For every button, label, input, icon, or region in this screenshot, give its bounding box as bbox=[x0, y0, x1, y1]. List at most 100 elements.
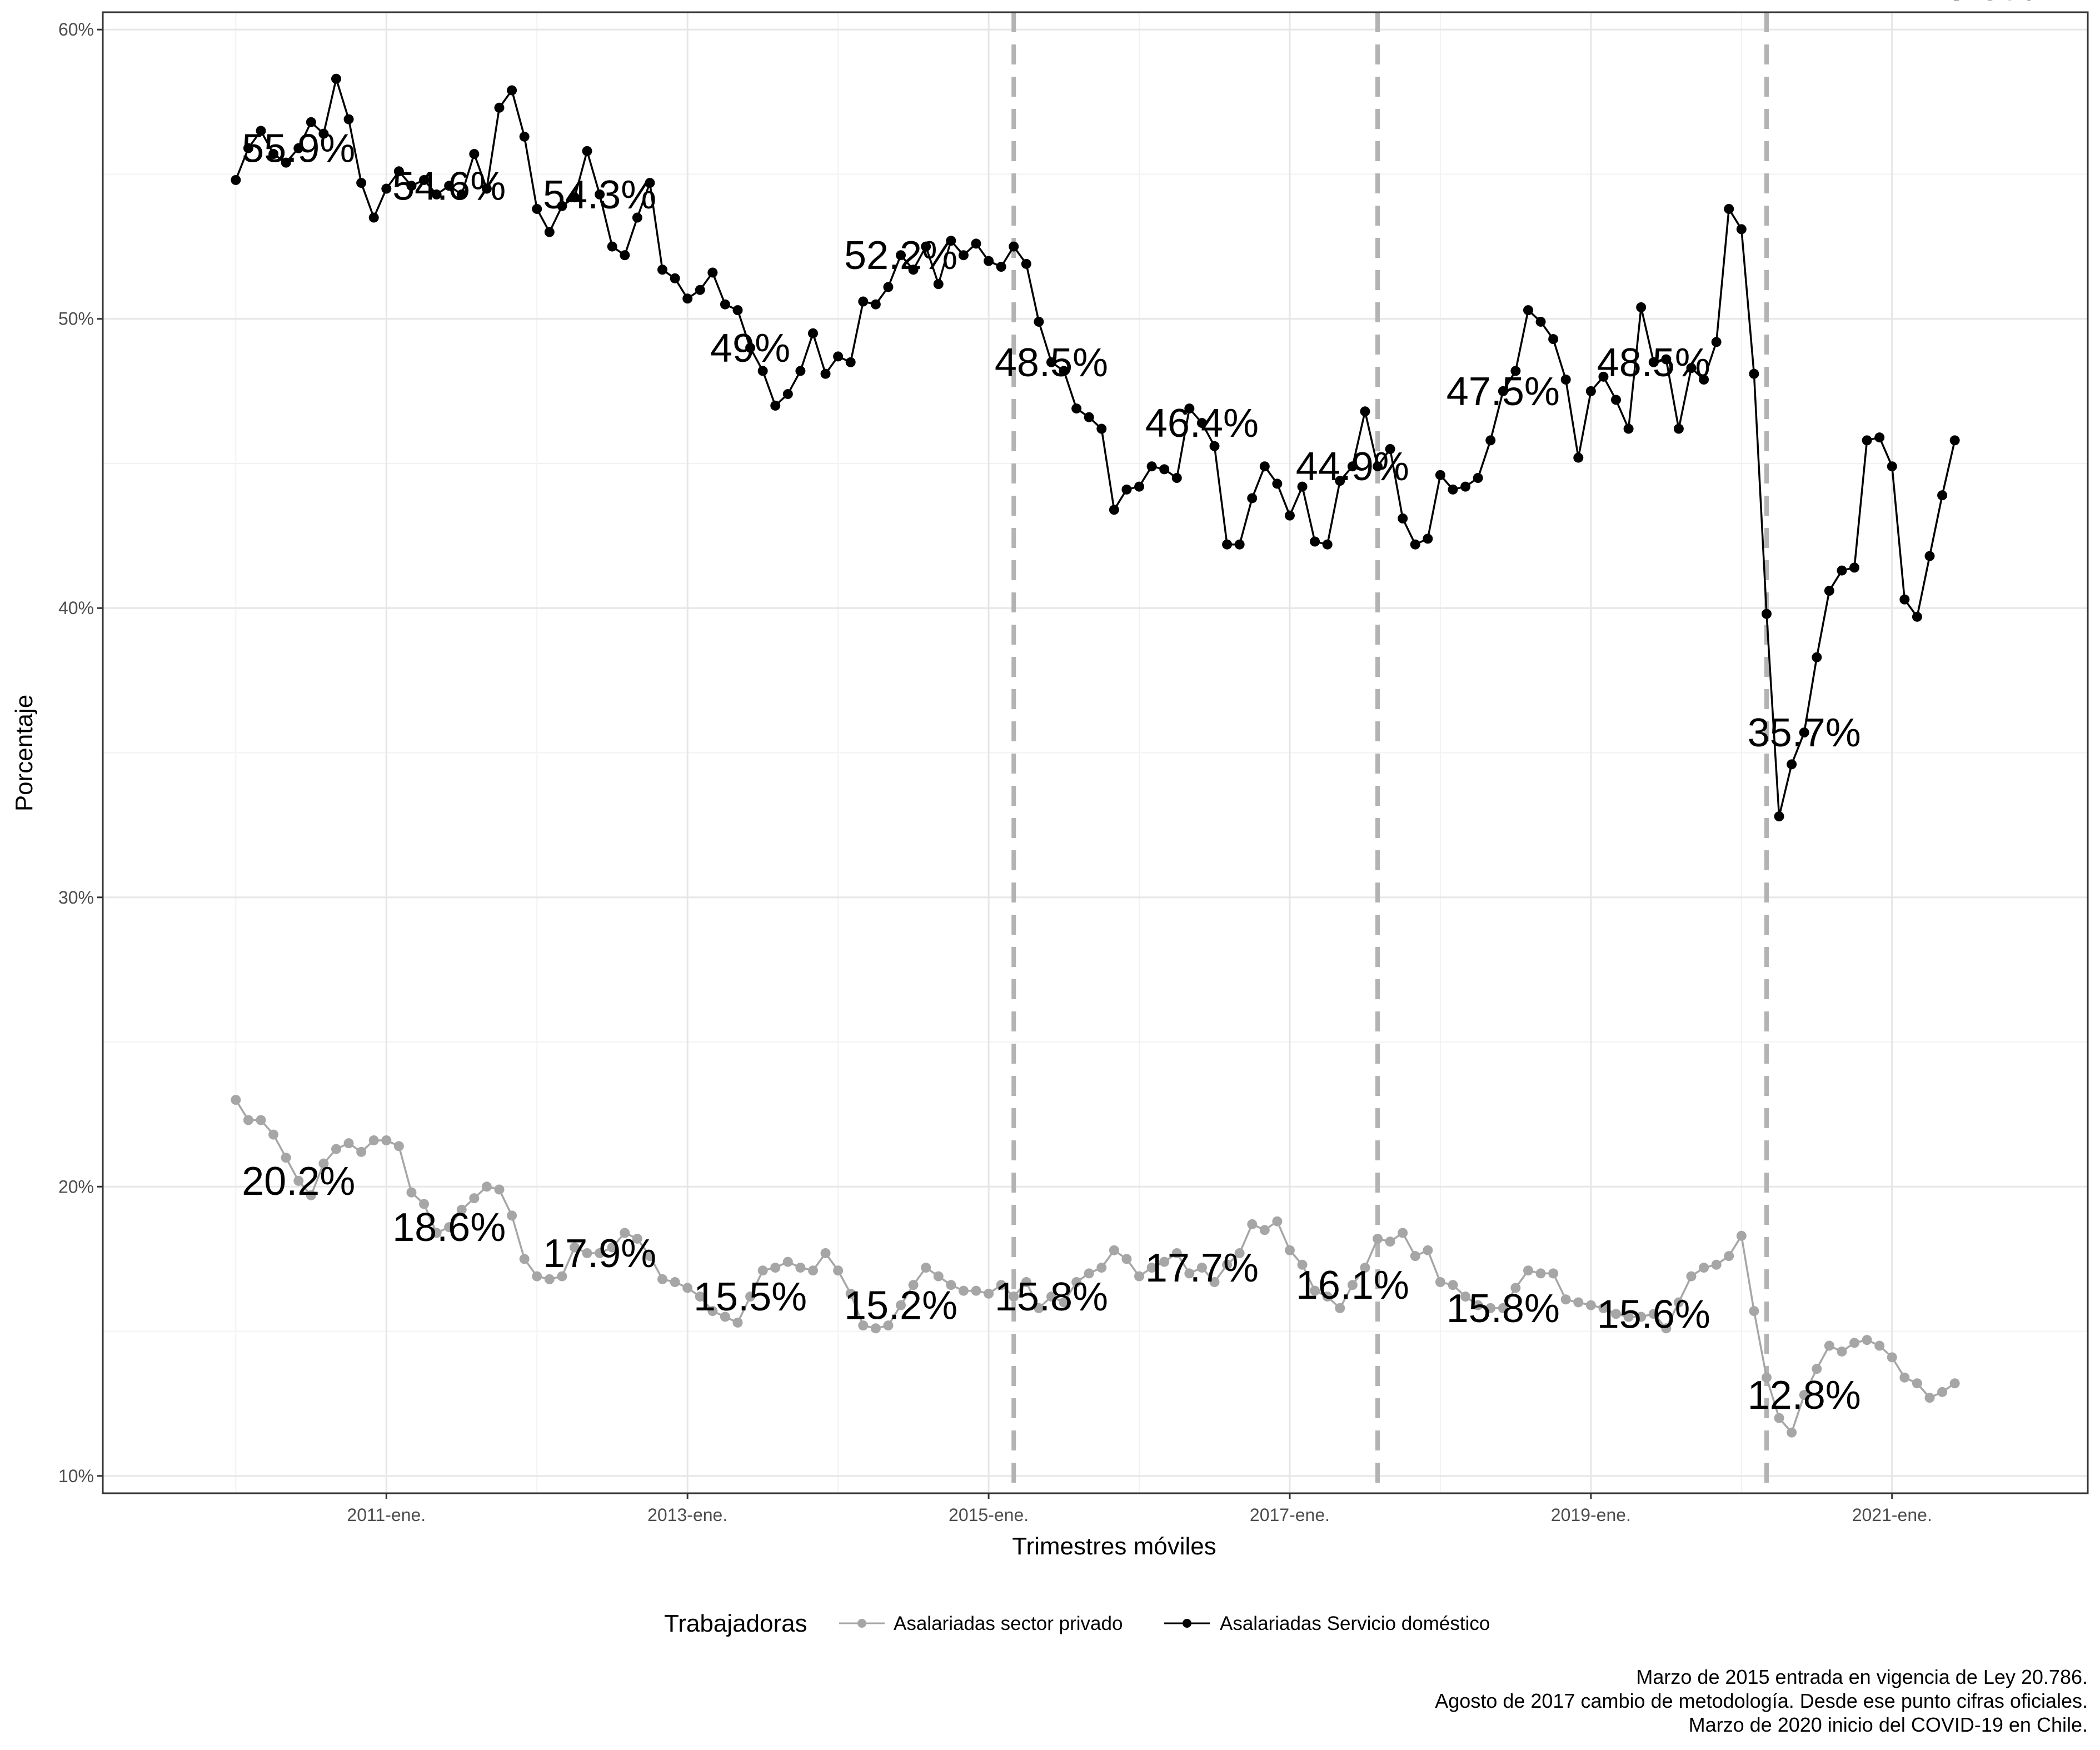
data-point-series-1 bbox=[1686, 363, 1697, 373]
data-point-series-1 bbox=[1234, 539, 1245, 550]
value-label: 16.1% bbox=[1296, 1263, 1409, 1308]
data-point-series-0 bbox=[1322, 1292, 1333, 1302]
data-point-series-1 bbox=[1096, 423, 1107, 434]
data-point-series-0 bbox=[1272, 1216, 1283, 1227]
data-point-series-0 bbox=[870, 1323, 881, 1334]
data-point-series-1 bbox=[1585, 386, 1596, 396]
data-point-series-1 bbox=[908, 265, 919, 275]
y-tick-label: 20% bbox=[58, 1176, 94, 1196]
data-point-series-0 bbox=[1046, 1292, 1056, 1302]
data-point-series-0 bbox=[1096, 1263, 1107, 1273]
data-point-series-1 bbox=[1510, 366, 1521, 376]
data-point-series-0 bbox=[1485, 1303, 1496, 1313]
data-point-series-0 bbox=[670, 1277, 680, 1288]
data-point-series-1 bbox=[1611, 395, 1622, 405]
data-point-series-0 bbox=[256, 1115, 266, 1125]
data-point-series-0 bbox=[1259, 1225, 1270, 1235]
data-point-series-0 bbox=[782, 1257, 793, 1267]
data-point-series-0 bbox=[1071, 1277, 1082, 1288]
data-point-series-1 bbox=[1310, 536, 1320, 547]
data-point-series-1 bbox=[707, 267, 718, 278]
data-point-series-1 bbox=[406, 181, 417, 191]
data-point-series-0 bbox=[1824, 1340, 1834, 1351]
data-point-series-1 bbox=[1473, 473, 1483, 483]
value-label: 46.4% bbox=[1145, 401, 1259, 446]
data-point-series-1 bbox=[1335, 476, 1345, 486]
data-point-series-1 bbox=[1034, 316, 1044, 327]
data-point-series-1 bbox=[256, 126, 266, 136]
data-point-series-1 bbox=[607, 241, 617, 252]
data-point-series-1 bbox=[1648, 357, 1659, 367]
data-point-series-0 bbox=[1084, 1268, 1094, 1279]
data-point-series-1 bbox=[1787, 759, 1797, 770]
data-point-series-1 bbox=[456, 189, 467, 200]
data-point-series-0 bbox=[1749, 1306, 1759, 1317]
data-point-series-0 bbox=[1510, 1283, 1521, 1293]
data-point-series-1 bbox=[1937, 490, 1948, 501]
data-point-series-1 bbox=[870, 299, 881, 310]
data-point-series-1 bbox=[1711, 337, 1722, 347]
data-point-series-1 bbox=[620, 250, 630, 261]
value-labels: 55.9% 54.6% 54.3% 49% 52.2% 48.5% 46.4% 44.9% 47… bbox=[242, 0, 2037, 1418]
data-point-series-0 bbox=[293, 1175, 304, 1186]
data-point-series-0 bbox=[707, 1306, 718, 1317]
data-point-series-0 bbox=[1021, 1277, 1031, 1288]
value-label: 13.2% bbox=[1923, 0, 2037, 9]
data-point-series-0 bbox=[281, 1153, 291, 1163]
data-point-series-0 bbox=[1661, 1323, 1672, 1334]
data-point-series-1 bbox=[795, 366, 806, 376]
data-point-series-1 bbox=[657, 265, 668, 275]
data-point-series-0 bbox=[306, 1190, 316, 1200]
data-point-series-0 bbox=[1887, 1352, 1897, 1363]
data-point-series-0 bbox=[356, 1146, 367, 1157]
data-point-series-1 bbox=[1423, 534, 1433, 544]
data-point-series-0 bbox=[1535, 1268, 1546, 1279]
series-line-1 bbox=[235, 77, 1956, 817]
data-point-series-1 bbox=[1046, 357, 1056, 367]
data-point-series-1 bbox=[921, 241, 931, 252]
data-point-series-0 bbox=[231, 1095, 241, 1105]
caption: Marzo de 2015 entrada en vigencia de Ley… bbox=[1435, 1666, 2088, 1736]
data-point-series-1 bbox=[1059, 366, 1069, 376]
data-point-series-0 bbox=[1009, 1292, 1019, 1302]
data-point-series-0 bbox=[1598, 1303, 1609, 1313]
data-point-series-1 bbox=[1862, 435, 1872, 446]
data-point-series-0 bbox=[958, 1285, 969, 1296]
data-point-series-1 bbox=[343, 114, 354, 124]
data-point-series-0 bbox=[896, 1300, 906, 1310]
data-point-series-1 bbox=[1121, 484, 1132, 495]
axes: 10% 20% 30% 40% 50% 60% 2011-ene. 2013-ene. 2015… bbox=[58, 19, 1932, 1525]
data-point-series-1 bbox=[933, 279, 944, 290]
y-tick-label: 40% bbox=[58, 598, 94, 618]
data-point-series-1 bbox=[1347, 461, 1358, 472]
data-point-series-1 bbox=[770, 400, 781, 411]
data-point-series-0 bbox=[1937, 1387, 1948, 1397]
data-point-series-0 bbox=[1949, 1378, 1960, 1389]
data-point-series-1 bbox=[1196, 418, 1207, 428]
data-point-series-1 bbox=[1247, 493, 1258, 503]
data-point-series-1 bbox=[1159, 464, 1170, 475]
data-point-series-1 bbox=[1560, 375, 1571, 385]
reference-lines bbox=[1011, 12, 1769, 1493]
data-point-series-1 bbox=[419, 174, 430, 185]
value-label: 45.8% bbox=[1923, 0, 2037, 9]
value-label: 48.5% bbox=[1597, 341, 1710, 385]
data-point-series-0 bbox=[1837, 1346, 1847, 1357]
data-point-series-0 bbox=[368, 1135, 379, 1145]
data-point-series-1 bbox=[820, 368, 831, 379]
data-points bbox=[231, 73, 1960, 1438]
data-point-series-0 bbox=[519, 1254, 530, 1264]
value-label: 20.2% bbox=[242, 1159, 355, 1204]
x-axis-title: Trimestres móviles bbox=[1012, 1533, 1216, 1560]
data-point-series-0 bbox=[1862, 1335, 1872, 1345]
data-point-series-0 bbox=[507, 1210, 517, 1221]
data-point-series-0 bbox=[820, 1248, 831, 1258]
data-point-series-1 bbox=[996, 262, 1006, 272]
legend-item-sector-privado: Asalariadas sector privado bbox=[839, 1613, 1123, 1634]
data-point-series-0 bbox=[1196, 1263, 1207, 1273]
data-point-series-1 bbox=[494, 102, 505, 113]
data-point-series-1 bbox=[720, 299, 730, 310]
y-tick-label: 50% bbox=[58, 309, 94, 329]
data-point-series-0 bbox=[469, 1193, 480, 1204]
